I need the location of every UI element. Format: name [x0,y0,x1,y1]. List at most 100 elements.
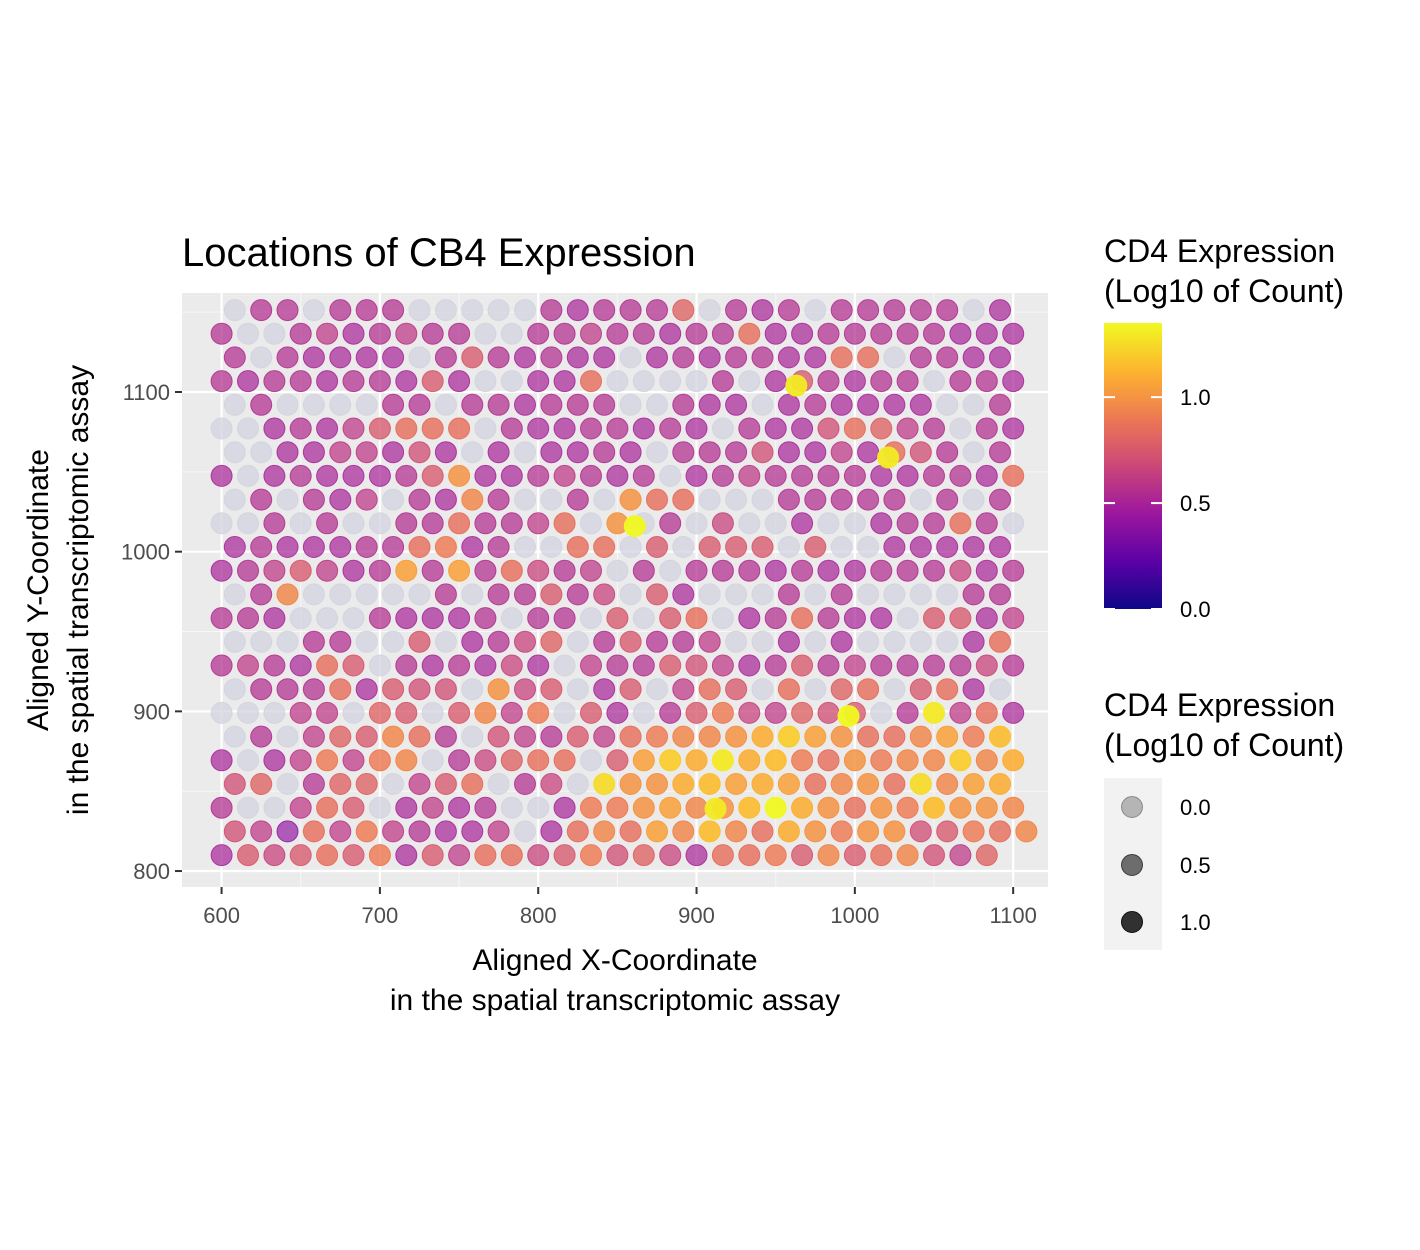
data-point [210,559,233,582]
data-point [698,488,721,511]
data-point [764,322,787,345]
data-point [342,322,365,345]
data-point [632,322,655,345]
data-point-peak [704,797,727,820]
data-point [302,441,325,464]
data-point [223,441,246,464]
data-point [223,725,246,748]
data-point [606,417,629,440]
data-point [909,630,932,653]
data-point [448,654,471,677]
data-point [448,322,471,345]
data-point [685,512,708,535]
data-point [764,417,787,440]
data-point [923,844,945,867]
data-point [223,536,246,558]
data-point [857,678,880,701]
data-point [949,749,972,772]
data-point [434,725,457,748]
data-point [777,725,800,748]
data-point [685,796,708,819]
data-point [382,299,405,322]
data-point [764,844,787,867]
data-point [870,559,893,582]
data-point [619,820,642,843]
data-point [883,725,906,748]
data-point [514,536,536,558]
data-point [250,583,273,606]
data-point [936,346,959,369]
data-point [936,630,959,653]
data-point [474,322,497,345]
data-point [685,322,708,345]
data-point [223,393,246,416]
data-point [487,488,510,511]
data-point [487,346,510,369]
data-point [659,417,682,440]
data-point [923,417,945,440]
data-point [355,536,378,558]
data-point [276,678,299,701]
data-point [461,346,484,369]
data-point [342,607,365,630]
data-point [1002,654,1025,677]
data-point [791,844,814,867]
data-point [989,441,1011,464]
data-point [738,322,761,345]
data-point [593,773,616,795]
data-point [250,678,273,701]
data-point [989,630,1011,653]
data-point [237,417,259,440]
data-point [368,417,391,440]
data-point [659,844,682,867]
data-point [870,607,893,630]
data-point [210,844,233,867]
data-point [566,346,589,369]
data-point [870,322,893,345]
data-point [237,370,259,393]
colorbar-ticks: 0.0 0.5 1.0 [1104,385,1211,622]
data-point [289,749,312,772]
data-point [580,654,602,677]
data-point [580,322,602,345]
data-point [500,796,523,819]
data-point [777,583,800,606]
data-point [461,488,484,511]
data-point [923,370,945,393]
data-point [751,393,774,416]
data-point [448,512,471,535]
data-point [936,678,959,701]
data-point [923,749,945,772]
data-point [659,322,682,345]
data-point [263,417,286,440]
alpha-legend-key [1121,911,1143,933]
data-point [672,630,695,653]
data-point [909,299,932,322]
data-point [514,299,536,322]
data-point [817,559,840,582]
data-point [395,559,418,582]
data-point [870,370,893,393]
data-point [316,749,339,772]
data-point [711,607,734,630]
data-point [606,654,629,677]
data-point [263,559,286,582]
data-point [553,654,576,677]
data-point [975,796,998,819]
data-point [223,630,246,653]
data-point [975,370,998,393]
data-point [619,630,642,653]
data-point [949,654,972,677]
data-point [461,583,484,606]
data-point [421,322,444,345]
data-point [434,630,457,653]
data-point [329,346,352,369]
data-point [342,370,365,393]
data-point [909,346,932,369]
data-point [698,630,721,653]
data-point [329,773,352,795]
data-point [817,796,840,819]
data-point [646,678,668,701]
data-point [632,559,655,582]
